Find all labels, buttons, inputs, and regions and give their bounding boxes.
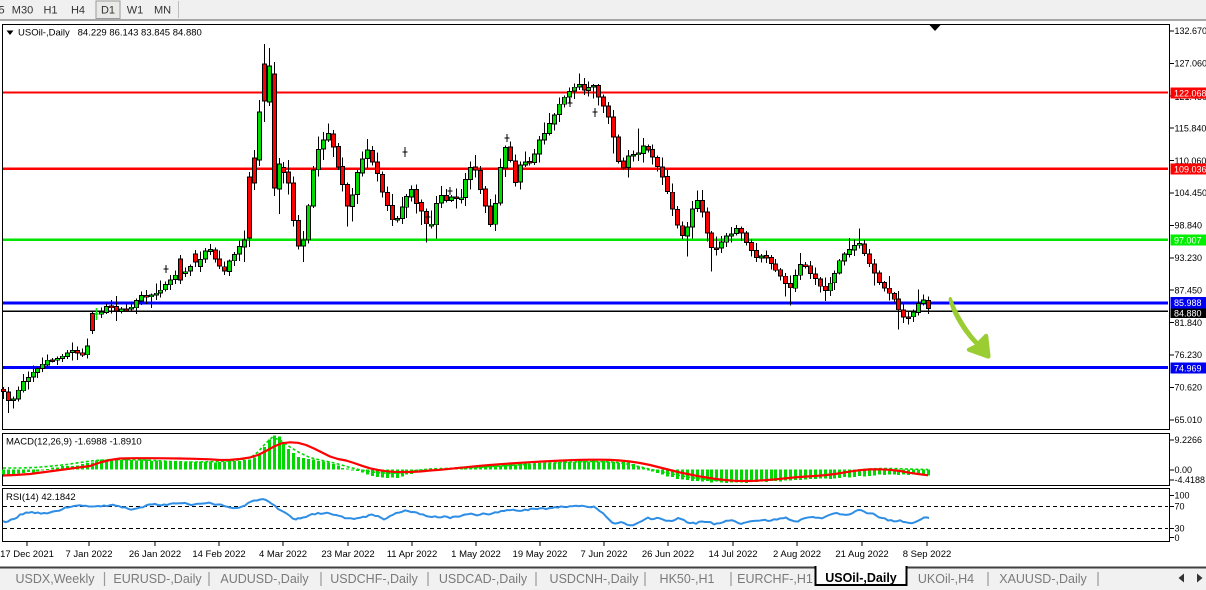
svg-text:98.840: 98.840 xyxy=(1175,221,1203,231)
svg-text:1 May 2022: 1 May 2022 xyxy=(451,549,501,560)
svg-text:8 Sep 2022: 8 Sep 2022 xyxy=(903,549,952,560)
svg-text:USOil-,Daily: USOil-,Daily xyxy=(825,571,897,585)
svg-text:0: 0 xyxy=(1175,533,1180,543)
svg-text:85.988: 85.988 xyxy=(1174,298,1202,308)
svg-text:26 Jun 2022: 26 Jun 2022 xyxy=(642,549,694,560)
svg-text:USDCNH-,Daily: USDCNH-,Daily xyxy=(550,572,640,586)
svg-text:MN: MN xyxy=(154,5,171,17)
svg-text:109.036: 109.036 xyxy=(1174,164,1206,174)
svg-text:UKOil-,H4: UKOil-,H4 xyxy=(918,572,974,586)
svg-text:5: 5 xyxy=(0,5,5,17)
svg-text:USDX,Weekly: USDX,Weekly xyxy=(16,572,96,586)
svg-text:RSI(14) 42.1842: RSI(14) 42.1842 xyxy=(6,492,76,503)
svg-text:9.2266: 9.2266 xyxy=(1175,435,1203,445)
svg-text:EURCHF-,H1: EURCHF-,H1 xyxy=(737,572,813,586)
svg-text:70.620: 70.620 xyxy=(1175,383,1203,393)
svg-text:21 Aug 2022: 21 Aug 2022 xyxy=(835,549,888,560)
svg-text:84.880: 84.880 xyxy=(1174,309,1202,319)
svg-text:2 Aug 2022: 2 Aug 2022 xyxy=(773,549,821,560)
svg-text:100: 100 xyxy=(1175,491,1190,501)
svg-text:11 Apr 2022: 11 Apr 2022 xyxy=(387,549,438,560)
svg-text:0.00: 0.00 xyxy=(1175,465,1193,475)
svg-text:17 Dec 2021: 17 Dec 2021 xyxy=(0,549,54,560)
svg-text:127.060: 127.060 xyxy=(1175,59,1206,69)
svg-text:14 Jul 2022: 14 Jul 2022 xyxy=(708,549,757,560)
svg-text:14 Feb 2022: 14 Feb 2022 xyxy=(192,549,245,560)
svg-text:EURUSD-,Daily: EURUSD-,Daily xyxy=(113,572,202,586)
svg-text:M30: M30 xyxy=(12,5,33,17)
svg-text:74.969: 74.969 xyxy=(1174,363,1202,373)
svg-text:7 Jan 2022: 7 Jan 2022 xyxy=(65,549,112,560)
svg-text:H4: H4 xyxy=(71,5,85,17)
svg-text:AUDUSD-,Daily: AUDUSD-,Daily xyxy=(220,572,309,586)
svg-text:W1: W1 xyxy=(127,5,144,17)
svg-text:110.060: 110.060 xyxy=(1175,156,1206,166)
svg-text:USDCAD-,Daily: USDCAD-,Daily xyxy=(439,572,528,586)
svg-text:93.230: 93.230 xyxy=(1175,253,1203,263)
svg-text:XAUUSD-,Daily: XAUUSD-,Daily xyxy=(999,572,1087,586)
svg-text:19 May 2022: 19 May 2022 xyxy=(513,549,568,560)
svg-text:D1: D1 xyxy=(101,5,115,17)
svg-text:23 Mar 2022: 23 Mar 2022 xyxy=(321,549,374,560)
svg-text:104.450: 104.450 xyxy=(1175,188,1206,198)
svg-text:76.230: 76.230 xyxy=(1175,350,1203,360)
svg-text:4 Mar 2022: 4 Mar 2022 xyxy=(259,549,307,560)
svg-text:122.068: 122.068 xyxy=(1174,88,1206,98)
svg-text:65.010: 65.010 xyxy=(1175,415,1203,425)
svg-text:70: 70 xyxy=(1175,502,1185,512)
svg-text:USDCHF-,Daily: USDCHF-,Daily xyxy=(330,572,418,586)
svg-text:30: 30 xyxy=(1175,524,1185,534)
svg-text:115.840: 115.840 xyxy=(1175,123,1206,133)
svg-text:-4.4188: -4.4188 xyxy=(1175,475,1206,485)
svg-text:7 Jun 2022: 7 Jun 2022 xyxy=(580,549,627,560)
svg-text:USOil-,Daily 84.229 86.143 8: USOil-,Daily 84.229 86.143 83.845 84.880 xyxy=(18,28,202,39)
svg-text:132.670: 132.670 xyxy=(1175,26,1206,36)
svg-text:HK50-,H1: HK50-,H1 xyxy=(660,572,715,586)
svg-text:87.450: 87.450 xyxy=(1175,285,1203,295)
svg-text:81.840: 81.840 xyxy=(1175,318,1203,328)
svg-text:26 Jan 2022: 26 Jan 2022 xyxy=(129,549,181,560)
svg-text:MACD(12,26,9) -1.6988 -1.8910: MACD(12,26,9) -1.6988 -1.8910 xyxy=(6,437,142,448)
svg-text:H1: H1 xyxy=(43,5,57,17)
svg-text:97.007: 97.007 xyxy=(1174,235,1202,245)
